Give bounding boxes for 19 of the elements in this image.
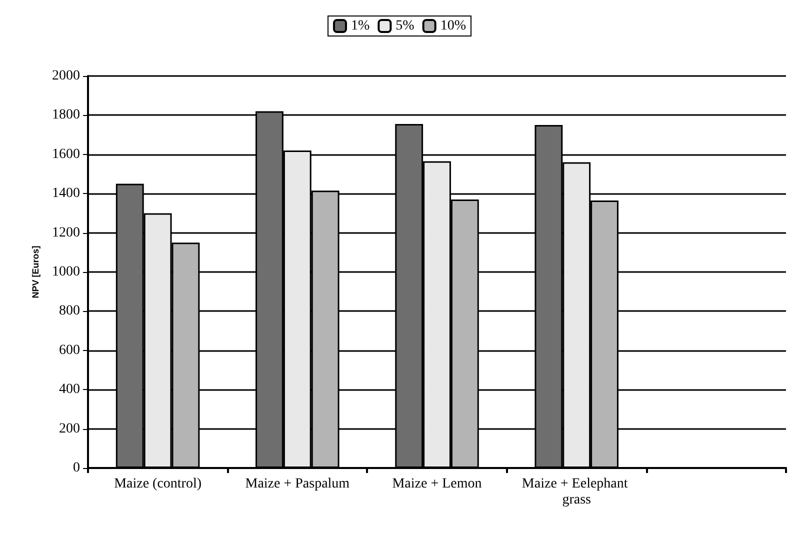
x-tick-label: Maize + Paspalum (245, 476, 350, 492)
x-tick-label: Maize + Eelephant grass (522, 476, 632, 508)
x-tick-label: Maize (control) (114, 476, 202, 492)
legend-label: 1% (351, 18, 370, 34)
y-tick-label: 400 (59, 382, 80, 398)
y-tick-label: 1400 (52, 186, 80, 202)
y-tick-label: 0 (73, 460, 80, 476)
legend-label: 5% (396, 18, 415, 34)
y-axis-title: NPV [Euros] (30, 246, 40, 298)
y-tick-label: 2000 (52, 68, 80, 84)
y-tick-label: 1200 (52, 225, 80, 240)
y-tick-label: 1600 (52, 146, 80, 162)
y-tick-label: 1800 (52, 108, 80, 123)
legend-label: 10% (440, 18, 466, 34)
y-tick-label: 200 (59, 421, 80, 436)
y-tick-label: 1000 (52, 264, 80, 280)
y-tick-label: 800 (59, 304, 80, 319)
x-tick-label: Maize + Lemon (392, 476, 482, 492)
y-tick-label: 600 (59, 342, 80, 358)
